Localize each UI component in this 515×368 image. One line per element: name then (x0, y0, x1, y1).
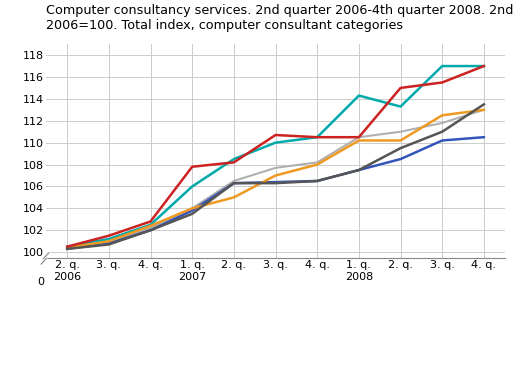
Text: 0: 0 (37, 276, 44, 287)
Text: Computer consultancy services. 2nd quarter 2006-4th quarter 2008. 2nd quarter
20: Computer consultancy services. 2nd quart… (46, 4, 515, 32)
Legend: Total index, IT-architect, systems
designer, Programmer/systems
programmer, Proj: Total index, IT-architect, systems desig… (46, 365, 505, 368)
